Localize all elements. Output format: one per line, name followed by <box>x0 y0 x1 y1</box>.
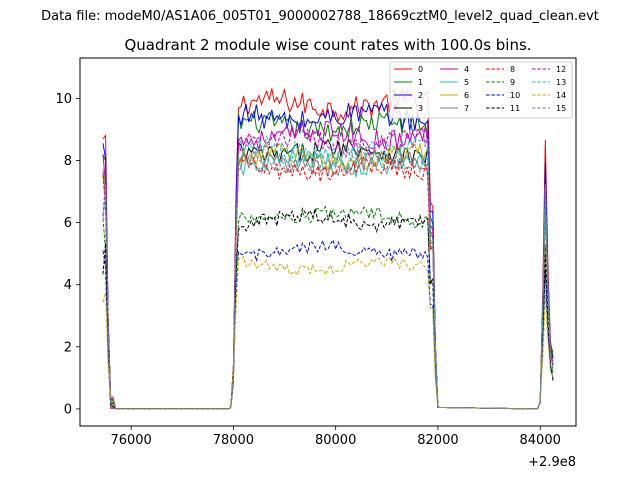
legend-frame <box>389 61 573 119</box>
plot-series-layer <box>102 87 554 410</box>
legend-label-11: 11 <box>510 104 520 113</box>
chart-title: Quadrant 2 module wise count rates with … <box>124 36 531 54</box>
y-tick-label: 8 <box>64 154 72 169</box>
legend-label-8: 8 <box>510 65 515 74</box>
legend-label-13: 13 <box>556 78 566 87</box>
series-line-8 <box>102 155 554 410</box>
x-offset-label: +2.9e8 <box>528 455 576 470</box>
series-line-14 <box>102 255 554 410</box>
legend-label-3: 3 <box>418 104 423 113</box>
legend-label-10: 10 <box>510 91 520 100</box>
y-tick-label: 10 <box>55 92 72 107</box>
series-line-11 <box>102 207 554 410</box>
y-tick-label: 2 <box>64 340 72 355</box>
series-line-15 <box>102 145 554 410</box>
y-tick-label: 6 <box>64 216 72 231</box>
y-axis: 0 2 4 6 8 10 <box>55 92 80 417</box>
legend-label-9: 9 <box>510 78 515 87</box>
x-tick-label: 84000 <box>520 433 561 448</box>
legend-label-2: 2 <box>418 91 423 100</box>
legend-label-12: 12 <box>556 65 566 74</box>
series-line-12 <box>102 125 554 410</box>
series-line-4 <box>102 121 554 410</box>
plot-frame <box>79 57 577 427</box>
legend-label-0: 0 <box>418 65 423 74</box>
x-tick-label: 78000 <box>213 433 254 448</box>
figure-suptitle: Data file: modeM0/AS1A06_005T01_90000027… <box>41 9 599 24</box>
legend-label-4: 4 <box>464 65 469 74</box>
series-line-10 <box>102 238 554 410</box>
series-line-7 <box>102 148 554 410</box>
legend-label-1: 1 <box>418 78 423 87</box>
x-tick-label: 82000 <box>417 433 458 448</box>
y-tick-label: 0 <box>64 402 72 417</box>
x-tick-label: 80000 <box>315 433 356 448</box>
series-line-2 <box>102 102 554 410</box>
legend-label-7: 7 <box>464 104 469 113</box>
legend-label-15: 15 <box>556 104 566 113</box>
y-tick-label: 4 <box>64 278 72 293</box>
legend-label-6: 6 <box>464 91 469 100</box>
series-line-6 <box>102 142 554 410</box>
series-line-13 <box>102 134 554 410</box>
series-line-5 <box>102 148 554 410</box>
series-line-3 <box>102 138 554 410</box>
legend-label-5: 5 <box>464 78 469 87</box>
x-axis: 76000 78000 80000 82000 84000 <box>110 426 561 448</box>
series-line-9 <box>102 205 554 410</box>
x-tick-label: 76000 <box>110 433 151 448</box>
legend-label-14: 14 <box>556 91 566 100</box>
